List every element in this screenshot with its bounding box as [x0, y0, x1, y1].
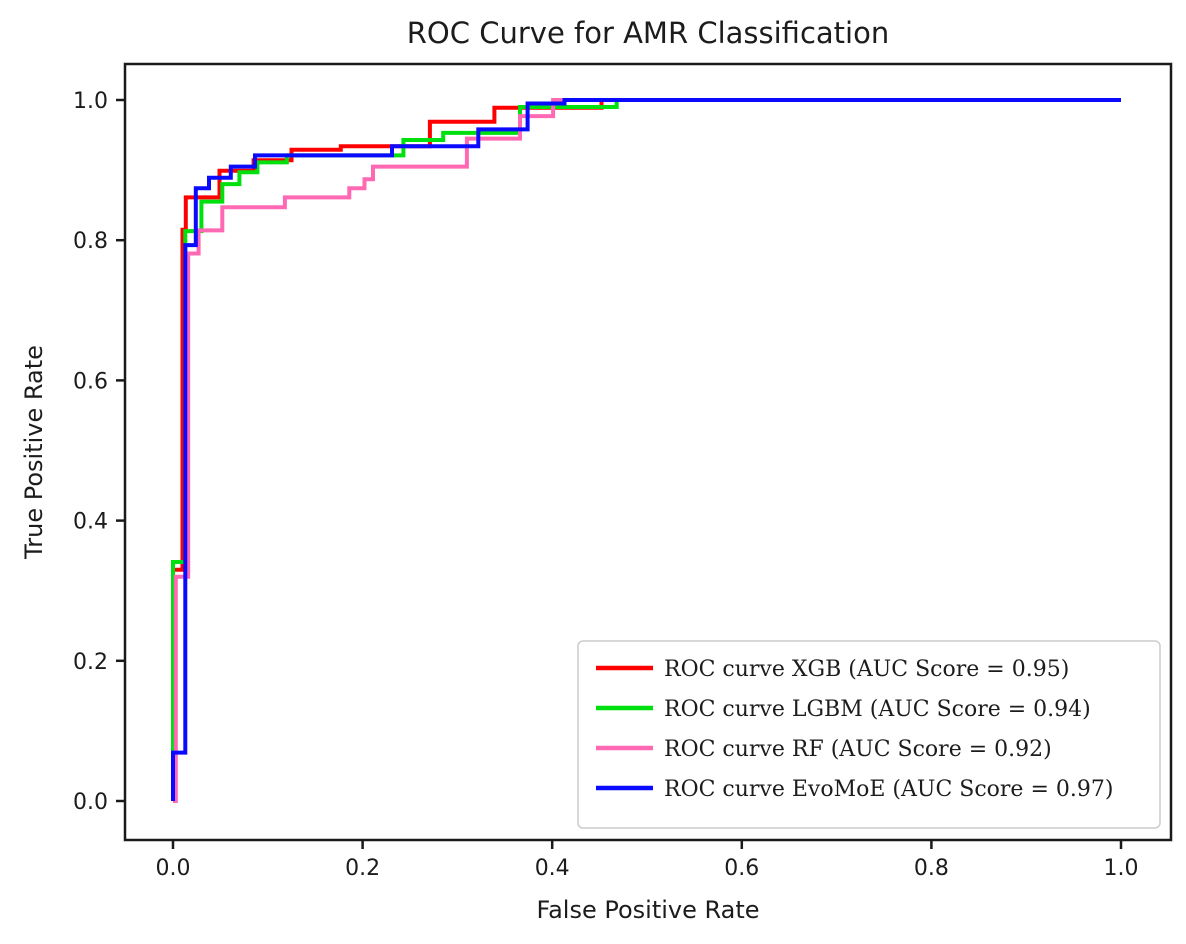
roc-curve-rf [173, 98, 1121, 803]
y-tick-label: 0.4 [73, 510, 108, 535]
x-tick-label: 0.6 [724, 856, 759, 881]
legend-label-rf: ROC curve RF (AUC Score = 0.92) [664, 737, 1052, 762]
y-axis-label: True Positive Rate [20, 345, 48, 560]
y-tick-label: 0.6 [73, 369, 108, 394]
legend-label-lgbm: ROC curve LGBM (AUC Score = 0.94) [664, 697, 1091, 722]
axis-ticks: 0.0 0.2 0.4 0.6 0.8 1.0 0.0 0.2 0.4 0.6 0.8 1.0 [73, 89, 1139, 881]
x-axis-label: False Positive Rate [536, 896, 759, 924]
x-tick-label: 0.8 [914, 856, 949, 881]
legend-label-evomoe: ROC curve EvoMoE (AUC Score = 0.97) [664, 777, 1113, 802]
x-tick-label: 0.0 [156, 856, 191, 881]
y-tick-label: 0.8 [73, 229, 108, 254]
y-tick-label: 0.2 [73, 650, 108, 675]
legend: ROC curve XGB (AUC Score = 0.95) ROC curv… [577, 640, 1161, 829]
legend-label-xgb: ROC curve XGB (AUC Score = 0.95) [664, 657, 1069, 682]
x-tick-label: 0.4 [535, 856, 570, 881]
y-tick-label: 1.0 [73, 89, 108, 114]
y-tick-label: 0.0 [73, 790, 108, 815]
roc-curve-evomoe [171, 98, 1121, 801]
x-tick-label: 1.0 [1104, 856, 1139, 881]
legend-box [577, 640, 1161, 829]
chart-title: ROC Curve for AMR Classification [407, 16, 889, 50]
roc-curves [171, 98, 1121, 803]
x-tick-label: 0.2 [345, 856, 380, 881]
plot-frame [123, 62, 1173, 842]
